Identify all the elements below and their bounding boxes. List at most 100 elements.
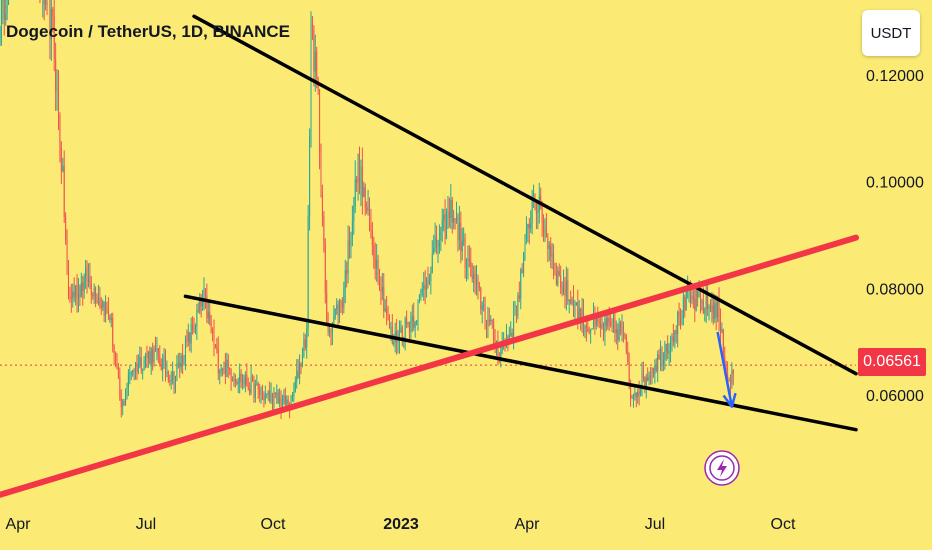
- candle: [484, 296, 486, 330]
- candle-body: [116, 360, 118, 368]
- candle: [250, 365, 252, 396]
- candle-body: [607, 318, 609, 327]
- candle-body: [90, 283, 92, 296]
- candle: [283, 389, 285, 406]
- candle-body: [708, 307, 710, 309]
- candle: [87, 263, 89, 288]
- candle-body: [717, 299, 719, 318]
- candle: [194, 323, 196, 335]
- candle: [561, 281, 563, 297]
- candle-body: [212, 330, 214, 333]
- candle-body: [594, 315, 596, 325]
- candle: [176, 355, 178, 382]
- candle-body: [621, 326, 623, 332]
- candle: [431, 240, 433, 274]
- candle-body: [695, 290, 697, 310]
- candle-body: [209, 311, 211, 321]
- candle: [573, 285, 575, 318]
- candle-body: [86, 267, 88, 282]
- candle: [320, 143, 322, 198]
- candle-body: [411, 316, 413, 321]
- candle: [523, 251, 525, 278]
- candle-body: [347, 240, 349, 274]
- candle: [715, 294, 717, 331]
- candle-body: [508, 335, 510, 340]
- y-tick-label: 0.12000: [866, 68, 924, 85]
- candle: [203, 277, 205, 311]
- candle-body: [681, 318, 683, 324]
- candle-body: [83, 276, 85, 292]
- candle: [374, 242, 376, 280]
- candle-body: [587, 328, 589, 332]
- candle: [664, 340, 666, 370]
- candle: [330, 328, 332, 346]
- candle-body: [169, 380, 171, 382]
- candle-body: [210, 320, 212, 331]
- candle-body: [266, 393, 268, 395]
- candle: [259, 383, 261, 403]
- candle: [267, 390, 269, 401]
- candle: [117, 363, 119, 379]
- candle: [200, 293, 202, 318]
- candle-body: [631, 397, 633, 399]
- candle: [50, 0, 52, 61]
- candle-body: [276, 393, 278, 395]
- candle-body: [711, 304, 713, 312]
- candle: [434, 222, 436, 253]
- candle: [574, 300, 576, 322]
- candle-body: [530, 222, 532, 229]
- candle: [46, 0, 48, 15]
- candle: [226, 352, 228, 378]
- candle-body: [125, 396, 127, 405]
- candle-body: [627, 351, 629, 363]
- candle-body: [277, 393, 279, 403]
- candle-body: [49, 0, 51, 40]
- candle-body: [186, 339, 188, 342]
- currency-button[interactable]: USDT: [862, 10, 920, 56]
- candle: [520, 267, 522, 310]
- candle-body: [729, 381, 731, 384]
- candle-body: [259, 388, 261, 395]
- candle: [627, 341, 629, 365]
- candle: [551, 242, 553, 270]
- candle: [677, 310, 679, 348]
- candle: [564, 276, 566, 309]
- candle: [521, 263, 523, 274]
- candle-body: [461, 240, 463, 252]
- candle: [350, 231, 352, 259]
- lightning-badge[interactable]: [704, 450, 740, 486]
- candle-body: [361, 166, 363, 197]
- candle: [563, 269, 565, 296]
- candle: [704, 307, 706, 322]
- candle-body: [67, 264, 69, 297]
- candle-body: [216, 345, 218, 350]
- candle: [115, 351, 117, 368]
- candle: [177, 353, 179, 369]
- candle: [728, 377, 730, 382]
- candle: [70, 283, 72, 313]
- candle: [300, 362, 302, 375]
- candle-body: [484, 304, 486, 321]
- candle-body: [199, 300, 201, 312]
- candle-body: [490, 319, 492, 321]
- candle: [584, 324, 586, 338]
- candle-body: [142, 370, 144, 372]
- candle-body: [437, 247, 439, 249]
- candle: [127, 369, 129, 397]
- candle-body: [397, 341, 399, 343]
- candle: [652, 367, 654, 378]
- candle: [671, 333, 673, 352]
- candle: [107, 297, 109, 321]
- candle: [360, 159, 362, 206]
- candle: [206, 283, 208, 323]
- candle: [77, 278, 79, 313]
- candle-body: [423, 285, 425, 289]
- candle: [143, 355, 145, 371]
- candle: [284, 387, 286, 409]
- candle-body: [691, 295, 693, 302]
- candle: [518, 281, 520, 303]
- candle-body: [329, 330, 331, 333]
- candle-body: [732, 370, 734, 374]
- candle: [110, 312, 112, 328]
